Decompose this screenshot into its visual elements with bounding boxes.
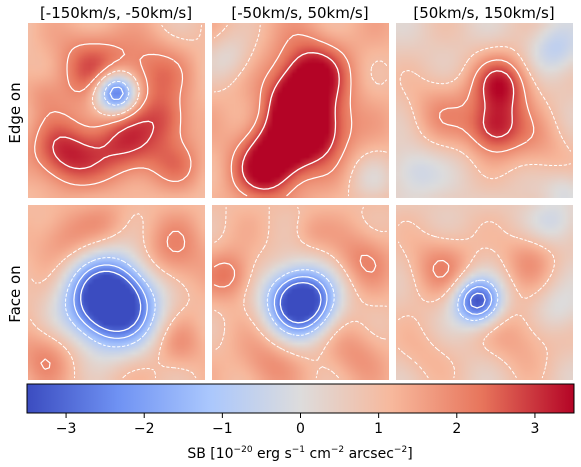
contour-dotted-neg (457, 279, 499, 321)
contour-dotted (398, 220, 555, 379)
contour-dashed-neg (273, 276, 328, 330)
heatmap-panel-r2-c2 (212, 205, 389, 380)
contour-dashed (230, 33, 353, 197)
column-title-1: [-150km/s, -50km/s] (40, 4, 192, 22)
colorbar-label: SB [10−20 erg s−1 cm−2 arcsec−2] (187, 445, 412, 462)
contour-dashed (40, 230, 186, 370)
contour-solid (241, 52, 340, 190)
heatmap-image (396, 205, 573, 380)
contour-solid-neg (279, 281, 322, 324)
contour-dotted-neg (64, 257, 156, 348)
heatmap-image (212, 205, 389, 380)
heatmap-image (212, 23, 389, 198)
contour-dotted (214, 24, 387, 197)
panel-grid (28, 23, 573, 380)
contour-dotted (91, 24, 202, 116)
contour-dashed (213, 254, 377, 288)
colorbar-tick-label: 2 (452, 421, 461, 437)
contour-dotted-neg (103, 80, 130, 106)
contour-dashed-neg (463, 286, 493, 315)
colorbar-tick-label: 3 (530, 421, 539, 437)
contour-dotted (399, 46, 571, 180)
heatmap-panel-r2-c3 (396, 205, 573, 380)
heatmap-panel-r1-c2 (212, 23, 389, 198)
contour-dashed (432, 259, 450, 278)
heatmap-image (28, 205, 205, 380)
heatmap-image (28, 23, 205, 198)
contour-dashed (439, 59, 535, 153)
colorbar-tick-label: −1 (212, 421, 233, 437)
contour-solid-neg (469, 292, 486, 309)
heatmap-panel-r2-c1 (28, 205, 205, 380)
colorbar-tick-label: 1 (374, 421, 383, 437)
contour-dashed (34, 43, 192, 186)
row-label-face-on: Face on (6, 265, 24, 322)
colorbar-tick-label: 0 (296, 421, 305, 437)
contour-dashed-neg (109, 86, 124, 100)
contour-dashed-neg (73, 264, 148, 339)
column-title-2: [-50km/s, 50km/s] (231, 4, 368, 22)
contour-solid (482, 70, 515, 138)
row-label-edge-on: Edge on (6, 82, 24, 143)
colorbar (26, 383, 575, 414)
contour-dotted (30, 213, 197, 379)
contour-solid (52, 120, 155, 170)
contour-solid-neg (80, 270, 142, 332)
contour-dotted-neg (266, 269, 335, 336)
contour-dotted (214, 206, 387, 379)
heatmap-panel-r1-c1 (28, 23, 205, 198)
colorbar-tick-label: −3 (56, 421, 77, 437)
colorbar-tick-label: −2 (134, 421, 155, 437)
column-title-3: [50km/s, 150km/s] (413, 4, 554, 22)
colorbar-ticks: −3 −2 −1 0 1 2 3 (56, 413, 539, 437)
heatmap-panel-r1-c3 (396, 23, 573, 198)
